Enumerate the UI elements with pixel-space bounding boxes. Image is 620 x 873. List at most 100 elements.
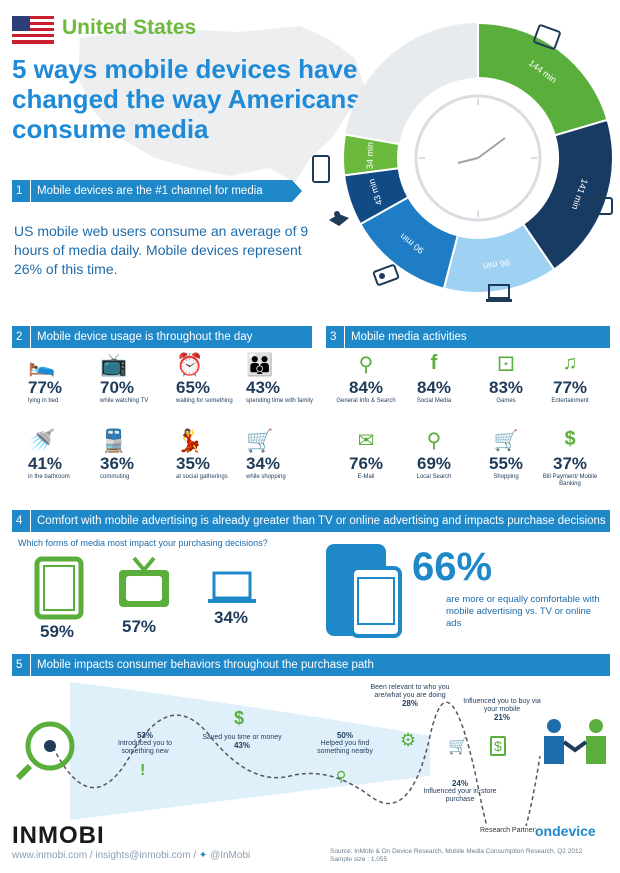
family-icon: 👪: [246, 352, 274, 377]
activity-caption: Social Media: [416, 398, 452, 404]
activity-item: ⚲ 84% General Info & Search: [336, 352, 396, 405]
usage-caption: spending time with family: [246, 398, 314, 404]
inmobi-logo: INMOBI: [12, 822, 105, 849]
section-3-header: 3 Mobile media activities: [326, 326, 610, 348]
dice-icon: ⚀: [497, 354, 515, 376]
activity-caption: Local Search: [416, 474, 452, 480]
ondevice-logo: ondevice: [535, 823, 596, 839]
section-4-question: Which forms of media most impact your pu…: [18, 538, 268, 548]
country-title: United States: [62, 16, 197, 39]
activity-item: 🛒 55% Shopping: [476, 428, 536, 481]
activity-caption: Bill Payment/ Mobile Banking: [542, 474, 598, 487]
twitter-icon: ✦: [198, 850, 208, 861]
facebook-icon: f: [430, 352, 438, 374]
donut-segment-mobile: [342, 133, 401, 177]
activity-pct: 77%: [552, 378, 588, 397]
activity-pct: 37%: [552, 454, 588, 473]
mail-icon: ✉: [357, 430, 375, 452]
donut-label-laptop: 96 min: [482, 257, 510, 271]
activity-pct: 83%: [488, 378, 524, 397]
usage-caption: lying in bed: [28, 398, 59, 404]
shower-icon: 🚿: [28, 428, 56, 453]
laptop-impact-pct: 34%: [214, 608, 249, 627]
cart-icon: 🛒: [246, 428, 274, 453]
activity-item: $37% Bill Payment/ Mobile Banking: [540, 428, 600, 488]
radio-icon: [372, 264, 400, 286]
footer-links: www.inmobi.com / insights@inmobi.com / ✦…: [12, 850, 251, 861]
section-1-body: US mobile web users consume an average o…: [14, 223, 309, 277]
section-1-arrow: [292, 180, 302, 202]
activity-caption: Games: [496, 398, 516, 404]
alert-icon: !: [140, 762, 146, 779]
handshake-icon: [544, 719, 606, 764]
purchase-path-funnel: [15, 682, 541, 826]
headline-line-1: 5 ways mobile devices have: [12, 54, 358, 84]
usage-pct: 34%: [246, 454, 281, 473]
usage-item: 👪 43% spending time with family: [246, 352, 316, 405]
activity-pct: 84%: [416, 378, 452, 397]
usage-item: ⏰ 65% waiting for something: [176, 352, 246, 405]
tv-impact-pct: 57%: [122, 617, 157, 636]
headline-line-2: changed the way Americans: [12, 84, 361, 114]
bed-icon: 🛌: [28, 352, 56, 377]
mobile-tablet-icon: [326, 544, 402, 638]
funnel-step-1: 53% Introduced you to something new: [117, 731, 173, 756]
section-2-header: 2 Mobile device usage is throughout the d…: [12, 326, 312, 348]
activity-item: ⚀ 83% Games: [476, 352, 536, 405]
funnel-step-5: 24% Influenced your in-store purchase: [423, 779, 497, 804]
activity-pct: 84%: [348, 378, 384, 397]
usage-item: 📺 70% while watching TV: [100, 352, 170, 405]
activity-caption: Shopping: [493, 474, 519, 480]
activity-caption: Entertainment: [551, 398, 589, 404]
funnel-step-6: Influenced you to buy via your mobile 21%: [463, 698, 541, 722]
usage-caption: while shopping: [246, 474, 286, 480]
section-1-header: 1 Mobile devices are the #1 channel for m…: [12, 180, 292, 202]
tablet-impact-pct: 59%: [40, 622, 75, 641]
dance-icon: 💃: [176, 428, 204, 453]
activity-caption: E-Mail: [357, 474, 375, 480]
usage-pct: 70%: [100, 378, 135, 397]
activity-item: ♫ 77% Entertainment: [540, 352, 600, 405]
comfort-big-pct: 66%: [412, 545, 493, 589]
donut-label-mobile: 34 min: [365, 142, 376, 169]
clock-icon: ⏰: [176, 352, 204, 377]
usage-pct: 65%: [176, 378, 211, 397]
usage-pct: 41%: [28, 454, 63, 473]
section-4-header: 4 Comfort with mobile advertising is alre…: [12, 510, 610, 532]
tv-icon: [587, 191, 613, 215]
funnel-step-3: 50% Helped you find something nearby: [317, 731, 373, 756]
usage-item: 🛌 77% lying in bed: [28, 352, 98, 405]
usage-caption: commuting: [100, 474, 130, 480]
us-flag-icon: [12, 16, 54, 44]
funnel-step-2: Saved you time or money 43%: [202, 734, 282, 750]
activity-item: ⚲ 69% Local Search: [404, 428, 464, 481]
activity-pct: 69%: [416, 454, 452, 473]
usage-item: 🚿 41% in the bathroom: [28, 428, 98, 481]
usage-caption: at social gatherings: [176, 474, 228, 480]
usage-caption: in the bathroom: [28, 474, 70, 480]
local-search-icon: ⚲: [426, 430, 442, 452]
funnel-step-4: Been relevant to who you are/what you ar…: [370, 684, 450, 708]
usage-pct: 36%: [100, 454, 135, 473]
source-note: Source: InMobi & On Device Research, Mob…: [330, 848, 583, 863]
usage-pct: 35%: [176, 454, 211, 473]
section-5-header: 5 Mobile impacts consumer behaviors throu…: [12, 654, 610, 676]
usage-caption: waiting for something: [176, 398, 233, 404]
activity-item: f 84% Social Media: [404, 352, 464, 405]
laptop-device-icon: [208, 571, 256, 603]
usage-pct: 43%: [246, 378, 281, 397]
activity-pct: 55%: [488, 454, 524, 473]
usage-item: 💃 35% at social gatherings: [176, 428, 246, 481]
headline-line-3: consume media: [12, 114, 209, 144]
tv-device-icon: [119, 556, 169, 607]
search-icon: ⚲: [358, 354, 374, 376]
basket-icon: 🛒: [493, 430, 519, 452]
research-partner-label: Research Partner:: [480, 827, 537, 834]
mobile-pay-icon: $: [490, 736, 506, 756]
usage-item: 🚆 36% commuting: [100, 428, 170, 481]
usage-item: 🛒 34% while shopping: [246, 428, 316, 481]
local-search-icon: ⚲: [336, 768, 347, 784]
activity-caption: General Info & Search: [336, 398, 396, 404]
mobile-icon: [312, 155, 330, 183]
